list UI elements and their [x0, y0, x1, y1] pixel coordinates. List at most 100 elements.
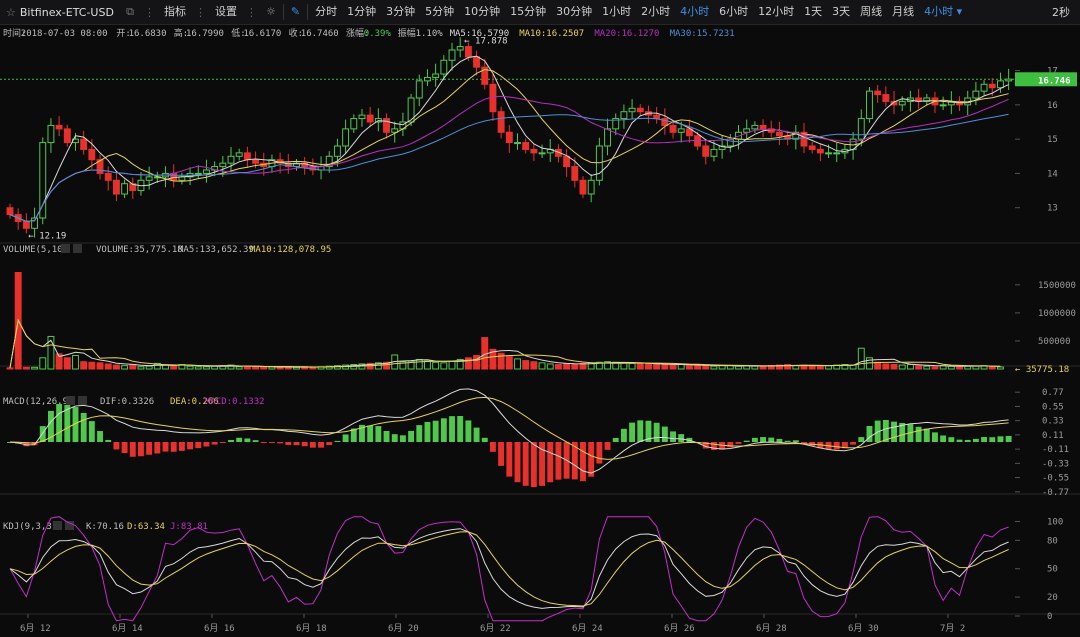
- volume-bar: [947, 365, 955, 370]
- macd-bar: [489, 442, 496, 452]
- macd-bar: [383, 430, 390, 442]
- volume-bar: [604, 361, 611, 370]
- x-tick-label: 6月 14: [112, 623, 143, 634]
- ma10-line: [9, 68, 1009, 222]
- volume-bar: [792, 365, 800, 370]
- interval-tab[interactable]: 分时: [315, 5, 338, 18]
- candle: [456, 46, 464, 51]
- ma-legend-ma20: MA20:16.1270: [594, 29, 659, 39]
- volume-bar: [874, 361, 882, 370]
- candle: [816, 148, 824, 154]
- candle: [252, 159, 260, 164]
- expand-icon[interactable]: ⧉: [126, 5, 134, 18]
- volume-bar: [505, 356, 513, 370]
- macd-bar: [539, 442, 546, 486]
- volume-bar: [22, 366, 30, 370]
- symbol-selector[interactable]: ☆ Bitfinex-ETC-USD ⧉: [0, 5, 140, 19]
- candle: [391, 128, 399, 133]
- candle: [31, 217, 39, 229]
- macd-bar: [571, 442, 578, 480]
- info-value: 2018-07-03 08:00: [21, 29, 108, 39]
- interval-tab[interactable]: 4小时: [680, 5, 710, 18]
- macd-bar: [841, 442, 848, 449]
- macd-bar: [236, 437, 243, 442]
- interval-tab[interactable]: 5分钟: [425, 5, 455, 18]
- volume-bar: [661, 364, 669, 370]
- interval-tab[interactable]: 月线: [892, 5, 915, 18]
- interval-tab[interactable]: 30分钟: [556, 5, 593, 18]
- x-tick-label: 6月 18: [296, 623, 327, 634]
- macd-bar: [989, 437, 996, 442]
- x-tick-label: 6月 22: [480, 623, 511, 634]
- volume-tick-label: 1000000: [1038, 309, 1076, 319]
- interval-tab[interactable]: 2小时: [641, 5, 671, 18]
- interval-tab[interactable]: 1分钟: [347, 5, 377, 18]
- ma20-line: [9, 95, 1009, 222]
- settings-button[interactable]: 设置: [215, 5, 237, 18]
- interval-tab[interactable]: 6小时: [719, 5, 749, 18]
- kdj-d: D:63.34: [127, 522, 165, 532]
- more-icon[interactable]: ⋮: [144, 5, 155, 19]
- candle: [571, 166, 579, 181]
- macd-bar: [195, 442, 202, 449]
- volume-bar: [399, 361, 407, 370]
- interval-tab[interactable]: 3分钟: [386, 5, 416, 18]
- macd-tick-label: -0.55: [1042, 474, 1069, 484]
- macd-tick-label: 0.77: [1042, 388, 1064, 398]
- interval-tab[interactable]: 12小时: [758, 5, 795, 18]
- candle: [235, 152, 243, 157]
- info-value: 16.6170: [243, 29, 281, 39]
- macd-bar: [891, 421, 897, 442]
- candle: [325, 155, 333, 168]
- interval-dropdown[interactable]: 4小时 ▾: [919, 0, 967, 24]
- x-tick-label: 6月 20: [388, 623, 419, 634]
- volume-bar: [915, 365, 923, 370]
- brightness-icon[interactable]: ☼: [266, 5, 276, 18]
- interval-tab[interactable]: 1小时: [602, 5, 632, 18]
- volume-bar: [489, 348, 497, 370]
- macd-bar: [776, 438, 783, 442]
- candle: [47, 124, 55, 144]
- more-icon[interactable]: ⋮: [195, 5, 206, 19]
- candle: [554, 148, 562, 157]
- chart-area[interactable]: 时间:2018-07-03 08:00 开:16.6830 高:16.7990 低:1…: [0, 24, 1080, 637]
- volume-bar: [571, 363, 579, 370]
- kdj-tick-label: 50: [1047, 565, 1058, 575]
- volume-bar: [145, 365, 153, 370]
- candle: [522, 142, 530, 150]
- interval-tab[interactable]: 3天: [832, 5, 851, 18]
- interval-tab[interactable]: 周线: [860, 5, 883, 18]
- volume-bar: [121, 365, 129, 370]
- candle: [923, 97, 931, 102]
- candle: [808, 145, 816, 150]
- info-label: 时间:: [3, 27, 26, 39]
- macd-bar: [932, 432, 938, 442]
- volume-bar: [374, 362, 382, 370]
- star-icon[interactable]: ☆: [6, 5, 16, 19]
- candle: [874, 90, 882, 96]
- more-icon[interactable]: ⋮: [246, 5, 257, 19]
- macd-bar: [432, 420, 439, 442]
- interval-tab[interactable]: 10分钟: [464, 5, 501, 18]
- x-tick-label: 6月 12: [20, 623, 51, 634]
- macd-bar: [506, 442, 513, 477]
- candle: [121, 183, 129, 195]
- draw-pencil-icon[interactable]: ✎: [290, 5, 301, 18]
- volume-bar: [653, 364, 661, 370]
- macd-bar: [923, 428, 930, 442]
- volume-bar: [63, 357, 71, 370]
- refresh-interval[interactable]: 2秒: [1052, 6, 1070, 19]
- indicators-button[interactable]: 指标: [164, 5, 186, 18]
- macd-bar: [596, 442, 603, 464]
- macd-tick-label: -0.11: [1042, 445, 1069, 455]
- interval-tab[interactable]: 1天: [804, 5, 823, 18]
- volume-bar: [906, 364, 914, 370]
- divider: [282, 4, 284, 20]
- macd-bar: [604, 442, 611, 450]
- macd-bar: [661, 426, 668, 442]
- price-tick-label: 16: [1047, 101, 1058, 111]
- volume-ma5-line: [9, 318, 1001, 368]
- interval-tab[interactable]: 15分钟: [510, 5, 547, 18]
- macd-bar: [268, 442, 275, 443]
- info-label: 振幅:: [398, 27, 421, 39]
